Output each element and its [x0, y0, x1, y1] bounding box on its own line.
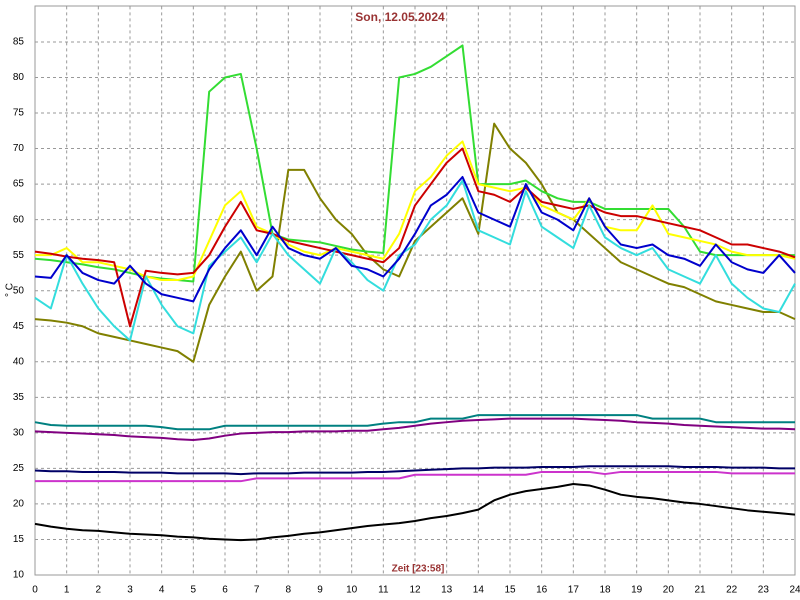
series-line: [34, 44, 795, 283]
series-line: [35, 140, 796, 282]
chart-title: Son, 12.05.2024: [355, 10, 445, 24]
series-line: [34, 179, 796, 342]
x-tick-label: 15: [504, 585, 516, 596]
y-tick-label: 10: [13, 570, 25, 581]
y-tick-label: 35: [13, 392, 25, 403]
lines: [34, 44, 796, 542]
y-tick-label: 45: [13, 321, 25, 332]
x-axis-label: Zeit [23:58]: [392, 564, 445, 575]
series-line: [34, 417, 796, 441]
x-tick-label: 4: [159, 585, 165, 596]
y-tick-label: 70: [13, 143, 25, 154]
y-tick-label: 50: [13, 285, 25, 296]
y-tick-label: 65: [13, 179, 25, 190]
x-tick-label: 2: [96, 585, 102, 596]
y-tick-label: 25: [13, 463, 25, 474]
x-tick-label: 13: [441, 585, 453, 596]
x-tick-label: 8: [286, 585, 292, 596]
x-tick-label: 10: [346, 585, 358, 596]
x-tick-label: 19: [631, 585, 643, 596]
series-line: [34, 122, 796, 363]
y-tick-label: 40: [13, 356, 25, 367]
x-tick-label: 22: [726, 585, 738, 596]
series-line: [35, 470, 795, 483]
x-tick-label: 3: [127, 585, 133, 596]
series-line: [34, 465, 795, 476]
x-tick-label: 11: [378, 585, 389, 596]
x-tick-label: 6: [222, 585, 228, 596]
y-tick-label: 55: [13, 250, 25, 261]
series-line: [34, 483, 796, 542]
x-tick-label: 24: [789, 585, 800, 596]
x-tick-label: 17: [568, 585, 580, 596]
y-tick-label: 85: [13, 37, 25, 48]
x-tick-label: 12: [409, 585, 421, 596]
y-tick-label: 80: [13, 72, 25, 83]
y-tick-label: 60: [13, 214, 25, 225]
series-line: [34, 175, 796, 303]
x-tick-label: 18: [599, 585, 611, 596]
x-tick-label: 20: [663, 585, 675, 596]
series-line: [34, 147, 796, 328]
y-tick-label: 20: [13, 499, 25, 510]
x-tick-label: 14: [473, 585, 485, 596]
x-tick-label: 9: [317, 585, 323, 596]
x-tick-label: 0: [32, 585, 38, 596]
series-line: [34, 414, 795, 431]
y-tick-label: 75: [13, 108, 25, 119]
y-tick-label: 30: [13, 427, 25, 438]
x-tick-label: 23: [758, 585, 770, 596]
x-tick-label: 7: [254, 585, 260, 596]
x-tick-label: 16: [536, 585, 548, 596]
y-tick-label: 15: [13, 534, 25, 545]
x-tick-label: 21: [694, 585, 706, 596]
y-axis-label: ° C: [5, 283, 16, 297]
x-tick-label: 5: [191, 585, 197, 596]
x-tick-label: 1: [64, 585, 70, 596]
